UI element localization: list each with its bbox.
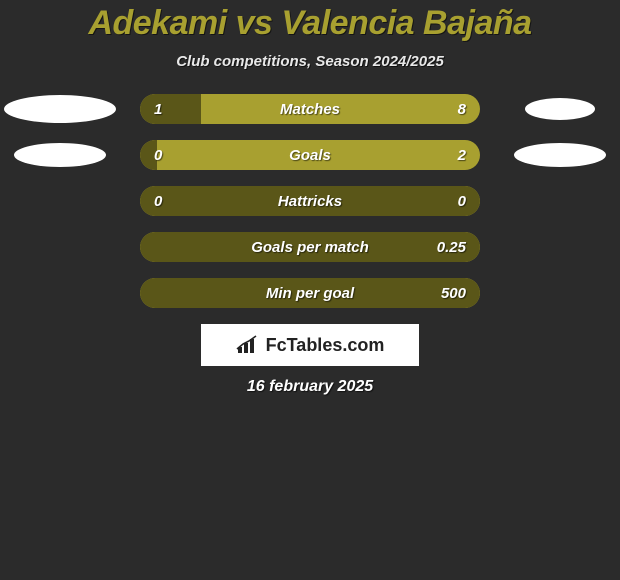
stat-label: Goals per match <box>251 239 369 256</box>
logo-box: FcTables.com <box>201 324 419 366</box>
player-ellipse-left <box>4 95 116 123</box>
ellipse-slot-right <box>500 140 620 170</box>
page-title: Adekami vs Valencia Bajaña <box>0 4 620 43</box>
stat-bar-fill <box>140 94 201 124</box>
ellipse-slot-left <box>0 140 120 170</box>
ellipse-slot-left <box>0 94 120 124</box>
ellipse-slot-right <box>500 232 620 262</box>
stat-label: Hattricks <box>278 193 342 210</box>
stat-label: Matches <box>280 101 340 118</box>
ellipse-slot-right <box>500 278 620 308</box>
ellipse-slot-left <box>0 186 120 216</box>
stat-row: 1 Matches 8 <box>0 94 620 124</box>
stat-right-value: 2 <box>458 147 466 164</box>
player-ellipse-right <box>525 98 595 120</box>
stats-container: Adekami vs Valencia Bajaña Club competit… <box>0 0 620 396</box>
stat-bar: 1 Matches 8 <box>140 94 480 124</box>
stat-row: 0 Goals 2 <box>0 140 620 170</box>
stat-bar: 0 Goals 2 <box>140 140 480 170</box>
date-text: 16 february 2025 <box>0 378 620 396</box>
stat-row: Min per goal 500 <box>0 278 620 308</box>
stat-label: Min per goal <box>266 285 354 302</box>
player-ellipse-left <box>14 143 106 167</box>
stat-bar: Goals per match 0.25 <box>140 232 480 262</box>
stat-right-value: 8 <box>458 101 466 118</box>
stat-left-value: 1 <box>154 101 162 118</box>
stat-bar: 0 Hattricks 0 <box>140 186 480 216</box>
logo-text: FcTables.com <box>266 335 385 356</box>
page-subtitle: Club competitions, Season 2024/2025 <box>0 53 620 70</box>
ellipse-slot-right <box>500 94 620 124</box>
ellipse-slot-right <box>500 186 620 216</box>
stat-left-value: 0 <box>154 147 162 164</box>
ellipse-slot-left <box>0 278 120 308</box>
stat-right-value: 0 <box>458 193 466 210</box>
stat-left-value: 0 <box>154 193 162 210</box>
stat-right-value: 500 <box>441 285 466 302</box>
stat-row: Goals per match 0.25 <box>0 232 620 262</box>
stat-right-value: 0.25 <box>437 239 466 256</box>
stat-bar: Min per goal 500 <box>140 278 480 308</box>
stat-label: Goals <box>289 147 331 164</box>
ellipse-slot-left <box>0 232 120 262</box>
player-ellipse-right <box>514 143 606 167</box>
bar-chart-icon <box>236 335 260 355</box>
stat-row: 0 Hattricks 0 <box>0 186 620 216</box>
